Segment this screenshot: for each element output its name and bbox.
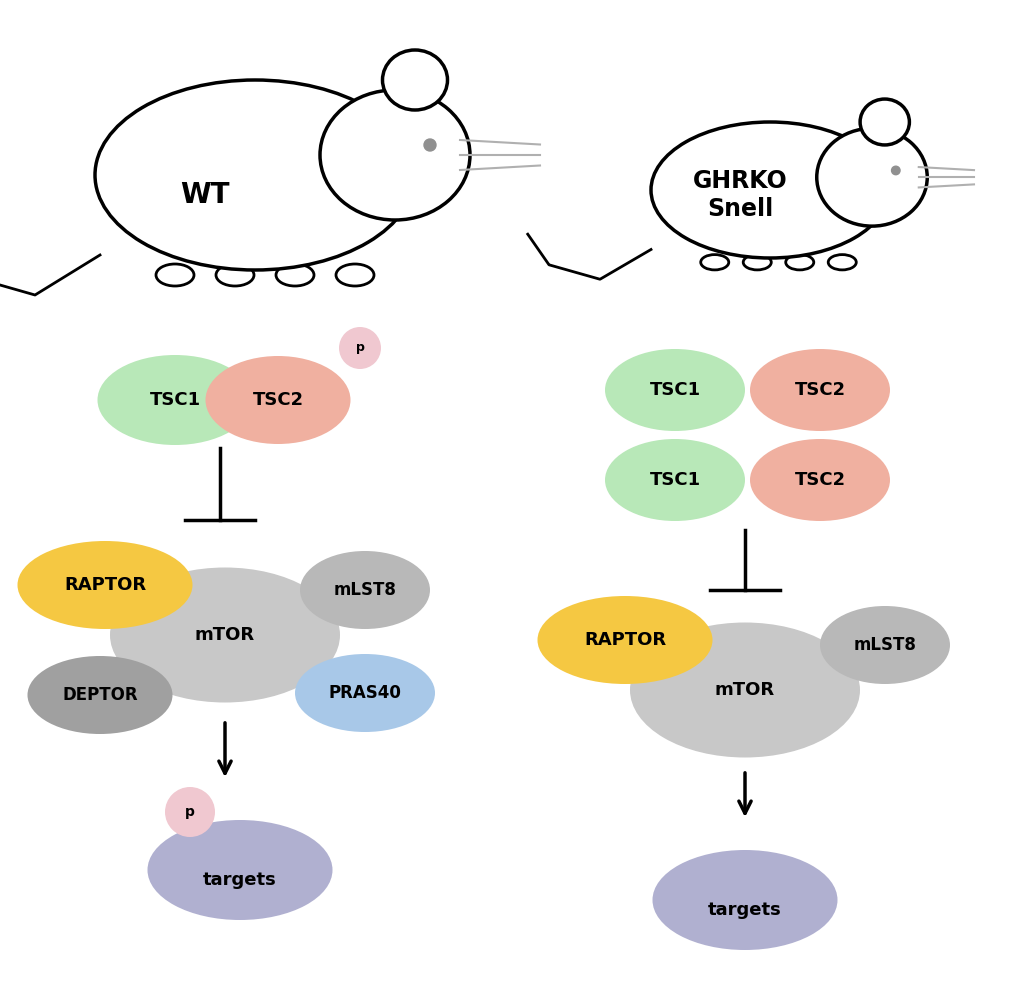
Ellipse shape bbox=[17, 541, 193, 629]
Ellipse shape bbox=[604, 439, 744, 521]
Ellipse shape bbox=[294, 654, 434, 732]
Text: GHRKO
Snell: GHRKO Snell bbox=[692, 169, 787, 221]
Ellipse shape bbox=[156, 264, 194, 286]
Ellipse shape bbox=[891, 166, 899, 175]
Text: TSC1: TSC1 bbox=[649, 471, 700, 489]
Ellipse shape bbox=[749, 349, 890, 431]
Text: mLST8: mLST8 bbox=[853, 636, 915, 654]
Text: targets: targets bbox=[707, 901, 782, 919]
Ellipse shape bbox=[859, 99, 909, 145]
Text: p: p bbox=[356, 341, 364, 354]
Ellipse shape bbox=[335, 264, 374, 286]
Ellipse shape bbox=[165, 787, 215, 837]
Text: DEPTOR: DEPTOR bbox=[62, 686, 138, 704]
Ellipse shape bbox=[785, 255, 813, 270]
Text: p: p bbox=[184, 805, 195, 819]
Ellipse shape bbox=[382, 50, 447, 110]
Ellipse shape bbox=[110, 567, 339, 702]
Text: mTOR: mTOR bbox=[714, 681, 774, 699]
Ellipse shape bbox=[148, 820, 332, 920]
Ellipse shape bbox=[749, 439, 890, 521]
Ellipse shape bbox=[630, 623, 859, 758]
Ellipse shape bbox=[604, 349, 744, 431]
Ellipse shape bbox=[276, 264, 314, 286]
Ellipse shape bbox=[28, 656, 172, 734]
Ellipse shape bbox=[827, 255, 855, 270]
Ellipse shape bbox=[320, 90, 470, 220]
Ellipse shape bbox=[95, 80, 415, 270]
Ellipse shape bbox=[300, 551, 430, 629]
Text: targets: targets bbox=[203, 871, 276, 889]
Ellipse shape bbox=[537, 596, 712, 684]
Text: TSC1: TSC1 bbox=[649, 381, 700, 399]
Ellipse shape bbox=[819, 606, 949, 684]
Ellipse shape bbox=[216, 264, 254, 286]
Text: RAPTOR: RAPTOR bbox=[64, 576, 146, 594]
Ellipse shape bbox=[205, 356, 351, 444]
Text: PRAS40: PRAS40 bbox=[328, 684, 401, 702]
Text: mLST8: mLST8 bbox=[333, 581, 396, 599]
Ellipse shape bbox=[650, 122, 889, 258]
Text: TSC2: TSC2 bbox=[252, 391, 304, 409]
Ellipse shape bbox=[700, 255, 728, 270]
Ellipse shape bbox=[743, 255, 770, 270]
Text: TSC2: TSC2 bbox=[794, 471, 845, 489]
Text: mTOR: mTOR bbox=[195, 626, 255, 644]
Text: RAPTOR: RAPTOR bbox=[583, 631, 665, 649]
Ellipse shape bbox=[98, 355, 253, 445]
Ellipse shape bbox=[424, 139, 435, 151]
Ellipse shape bbox=[652, 850, 837, 950]
Text: WT: WT bbox=[180, 181, 229, 209]
Text: TSC1: TSC1 bbox=[150, 391, 201, 409]
Text: TSC2: TSC2 bbox=[794, 381, 845, 399]
Ellipse shape bbox=[338, 327, 381, 369]
Ellipse shape bbox=[816, 129, 926, 226]
